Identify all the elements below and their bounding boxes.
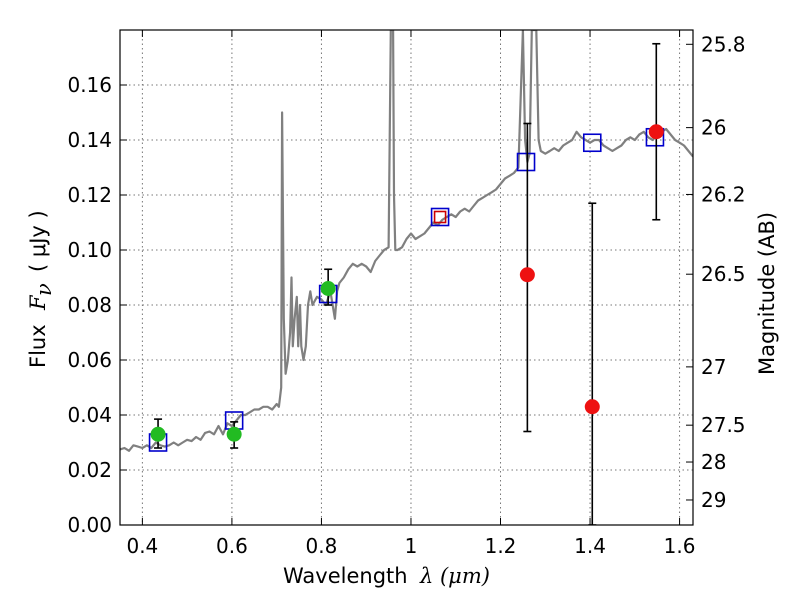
ground-point (150, 426, 166, 442)
mag-tick-label: 28 (701, 450, 726, 474)
y-tick-label: 0.08 (67, 293, 112, 317)
x-axis-title-text: Wavelength (283, 564, 408, 588)
x-axis-title-math: λ (μm) (419, 564, 490, 588)
y-tick-label: 0.14 (67, 128, 112, 152)
space-point (519, 267, 535, 283)
y-axis-title-unit: ( μJy ) (26, 210, 50, 272)
mag-tick-label: 26.2 (701, 182, 746, 206)
y-tick-label: 0.12 (67, 183, 112, 207)
y-axis-title: Flux F ν ( μJy ) (26, 210, 56, 368)
x-tick-label: 1 (405, 534, 418, 558)
model-box-inner (433, 210, 447, 224)
y-axis-title-text: Flux (26, 324, 50, 368)
model-box (430, 207, 450, 227)
y-tick-label: 0.02 (67, 458, 112, 482)
ground-point (320, 281, 336, 296)
model-spectrum-line (120, 30, 693, 452)
y-axis-title-math: F (26, 294, 50, 311)
observed-points (150, 124, 664, 442)
x-axis-title: Wavelength λ (μm) (283, 564, 490, 588)
y2-axis-title: Magnitude (AB) (755, 212, 779, 375)
x-tick-label: 1.2 (485, 534, 517, 558)
space-point (648, 124, 664, 140)
mag-tick-label: 25.8 (701, 32, 746, 56)
y-axis-title-sub: ν (32, 283, 56, 296)
mag-tick-label: 26.5 (701, 262, 746, 286)
model-photometry-boxes (148, 127, 665, 452)
x-tick-label: 0.6 (216, 534, 248, 558)
model-box (516, 152, 536, 172)
error-bars (154, 42, 661, 525)
mag-tick-label: 27 (701, 355, 726, 379)
space-point (584, 399, 600, 415)
grid-lines (120, 30, 693, 526)
mag-tick-label: 26 (701, 116, 726, 140)
mag-tick-label: 27.5 (701, 413, 746, 437)
y-tick-label: 0.04 (67, 403, 112, 427)
y-tick-label: 0.16 (67, 73, 112, 97)
mag-tick-label: 29 (701, 488, 726, 512)
y-tick-label: 0.10 (67, 238, 112, 262)
x-tick-label: 1.6 (664, 534, 696, 558)
plot-frame (119, 29, 694, 526)
x-tick-label: 0.4 (126, 534, 158, 558)
ground-point (226, 426, 242, 442)
plot-content (120, 30, 693, 525)
y-tick-label: 0.00 (67, 513, 112, 537)
x-tick-label: 1.4 (574, 534, 606, 558)
axis-ticks: 0.4 0.6 0.8 1 1.2 1.4 1.6 0.00 0.02 0.04 0.06 0.08 0… (67, 30, 746, 558)
x-tick-label: 0.8 (306, 534, 338, 558)
y-tick-label: 0.06 (67, 348, 112, 372)
model-box (582, 133, 602, 153)
